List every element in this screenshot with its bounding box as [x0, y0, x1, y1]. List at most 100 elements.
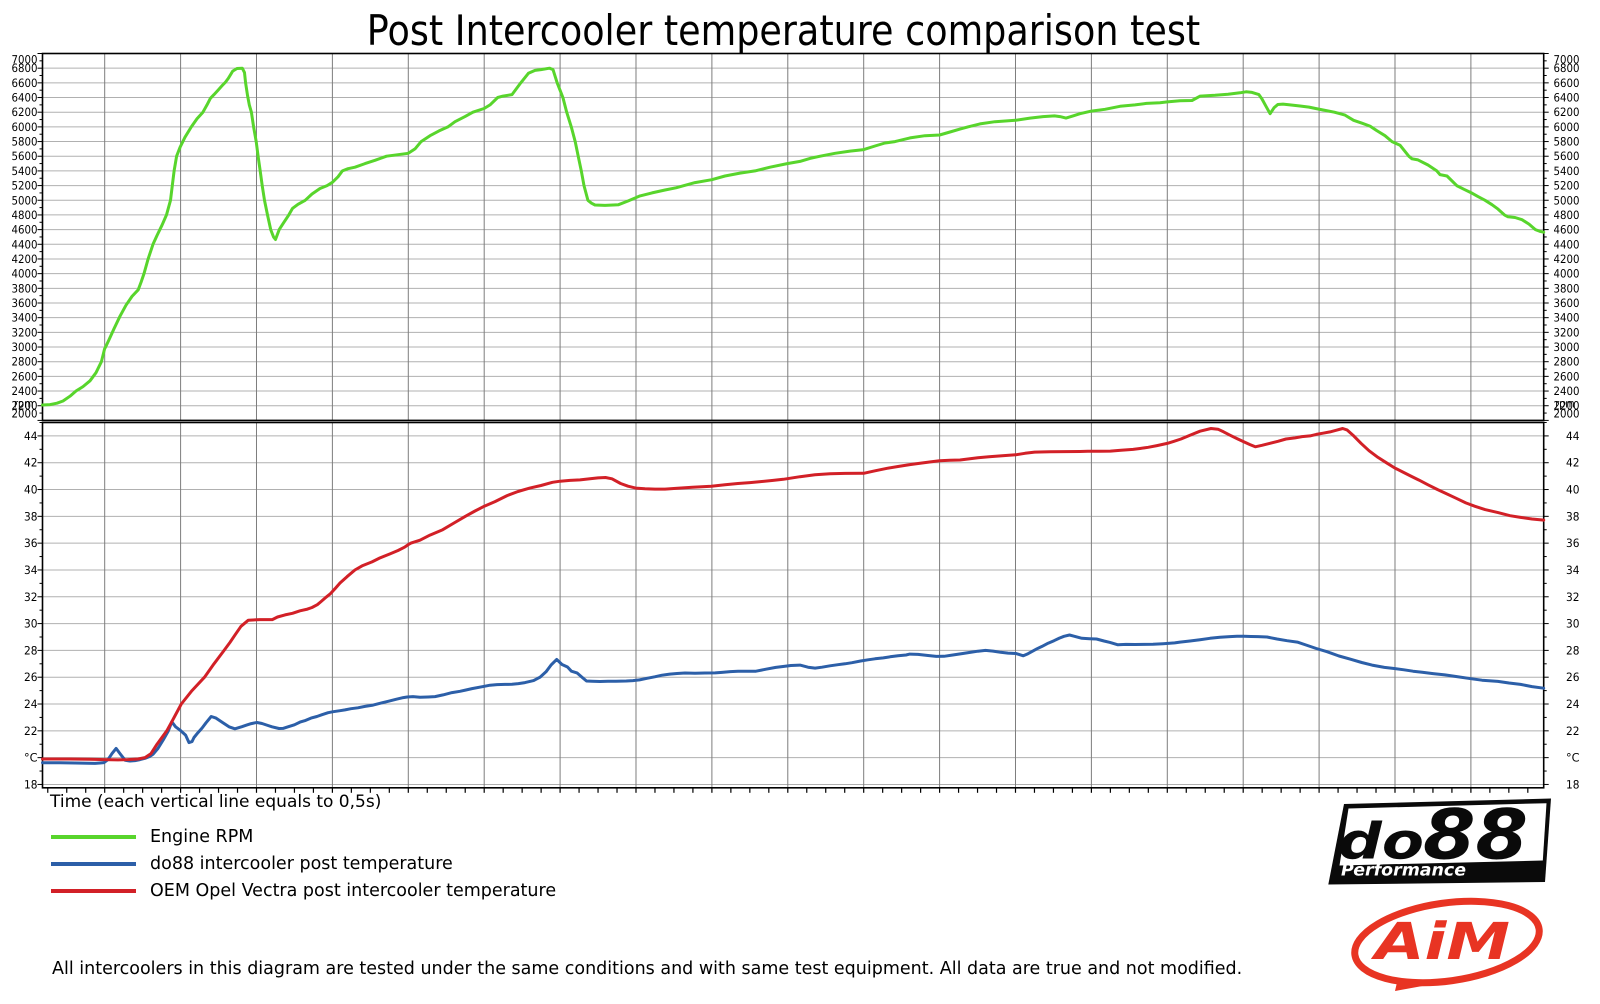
rpm-unit-label-left: rpm: [14, 397, 34, 411]
rpm-tick-label-right: 6200: [1554, 105, 1580, 119]
temp-tick-label-right: 30: [1566, 617, 1580, 631]
aim-logo-tail: [1395, 978, 1428, 991]
temp-tick-label-left: 28: [24, 643, 38, 657]
footer-note: All intercoolers in this diagram are tes…: [52, 959, 1243, 979]
chart-title: Post Intercooler temperature comparison …: [366, 6, 1201, 55]
rpm-tick-label-right: 4200: [1554, 252, 1580, 266]
rpm-tick-label-right: 6400: [1554, 91, 1580, 105]
rpm-tick-label-left: 6200: [12, 105, 38, 119]
rpm-tick-label-right: 5200: [1554, 179, 1580, 193]
temp-tick-label-right: 42: [1566, 456, 1580, 470]
temp-tick-label-left: 32: [24, 590, 38, 604]
temp-panel-border: [41, 421, 1545, 789]
temp-tick-label-right: 18: [1566, 777, 1580, 791]
rpm-tick-label-right: 6000: [1554, 120, 1580, 134]
rpm-tick-label-right: 4600: [1554, 223, 1580, 237]
engine-rpm-line: [41, 66, 1546, 407]
rpm-tick-label-right: 4800: [1554, 208, 1580, 222]
rpm-tick-label-right: 5000: [1554, 193, 1580, 207]
x-axis-label: Time (each vertical line equals to 0,5s): [50, 792, 382, 812]
rpm-tick-label-right: 2200: [1554, 399, 1580, 413]
rpm-tick-label-right: 3600: [1554, 296, 1580, 310]
rpm-tick-label-left: 3000: [12, 340, 38, 354]
temp-tick-label-left: °C: [24, 751, 38, 765]
rpm-tick-label-right: 6800: [1554, 61, 1580, 75]
do88-temp-line: [41, 633, 1546, 765]
temp-tick-label-right: 28: [1566, 643, 1580, 657]
rpm-tick-label-left: 5600: [12, 149, 38, 163]
temp-tick-label-left: 34: [24, 563, 38, 577]
temp-tick-label-right: 38: [1566, 509, 1580, 523]
rpm-panel-border: [41, 52, 1545, 422]
rpm-tick-label-left: 2200: [12, 399, 38, 413]
rpm-tick-label-right: 2400: [1554, 384, 1580, 398]
legend-label-rpm: Engine RPM: [150, 827, 254, 847]
rpm-unit-label-right: rpm: [1555, 397, 1575, 411]
rpm-tick-label-left: 6600: [12, 76, 38, 90]
rpm-tick-label-left: 2800: [12, 355, 38, 369]
temp-tick-label-left: 38: [24, 509, 38, 523]
do88-logo-subtext: Performance: [1341, 861, 1466, 881]
rpm-tick-label-right: 3000: [1554, 340, 1580, 354]
legend-swatch-oem: [51, 888, 136, 893]
rpm-tick-label-left: 3200: [12, 325, 38, 339]
temp-tick-label-right: 40: [1566, 483, 1580, 497]
rpm-tick-label-right: 7000: [1554, 53, 1580, 67]
rpm-tick-label-right: 5400: [1554, 164, 1580, 178]
aim-logo-ellipse: [1351, 897, 1543, 987]
rpm-tick-label-left: 2400: [12, 384, 38, 398]
rpm-tick-label-left: 5200: [12, 179, 38, 193]
do88-logo-inner: [1339, 803, 1547, 866]
rpm-tick-label-left: 7000: [12, 53, 38, 67]
legend-swatch-do88: [51, 861, 136, 866]
rpm-tick-label-right: 4400: [1554, 237, 1580, 251]
temp-tick-label-left: 30: [24, 617, 38, 631]
rpm-tick-label-left: 6800: [12, 61, 38, 75]
rpm-tick-label-left: 4600: [12, 223, 38, 237]
rpm-tick-label-right: 5600: [1554, 149, 1580, 163]
temp-tick-label-left: 40: [24, 483, 38, 497]
aim-logo-text: AiM: [1370, 913, 1510, 972]
aim-logo: AiM: [1351, 897, 1543, 991]
temp-tick-label-right: 34: [1566, 563, 1580, 577]
rpm-tick-label-left: 2000: [12, 406, 38, 420]
rpm-tick-label-left: 3400: [12, 311, 38, 325]
rpm-tick-label-right: 3800: [1554, 281, 1580, 295]
rpm-tick-label-right: 3400: [1554, 311, 1580, 325]
temp-tick-label-right: 24: [1566, 697, 1580, 711]
rpm-tick-label-left: 6000: [12, 120, 38, 134]
temp-tick-label-right: 44: [1566, 429, 1580, 443]
do88-logo: do88 Performance: [1328, 796, 1551, 885]
rpm-tick-label-left: 4800: [12, 208, 38, 222]
rpm-tick-label-right: 2800: [1554, 355, 1580, 369]
temp-tick-label-left: 42: [24, 456, 38, 470]
rpm-tick-label-right: 5800: [1554, 135, 1580, 149]
rpm-tick-label-right: 3200: [1554, 325, 1580, 339]
rpm-tick-label-left: 4000: [12, 267, 38, 281]
rpm-tick-label-left: 3800: [12, 281, 38, 295]
legend-label-oem: OEM Opel Vectra post intercooler tempera…: [150, 880, 557, 901]
rpm-tick-label-right: 2600: [1554, 369, 1580, 383]
temp-tick-label-right: 26: [1566, 670, 1580, 684]
temp-tick-label-left: 24: [24, 697, 38, 711]
temp-tick-label-right: 22: [1566, 724, 1580, 738]
temp-tick-label-right: 32: [1566, 590, 1580, 604]
rpm-tick-label-left: 5400: [12, 164, 38, 178]
temp-tick-label-left: 36: [24, 536, 38, 550]
temp-tick-label-left: 26: [24, 670, 38, 684]
rpm-tick-label-left: 5000: [12, 193, 38, 207]
rpm-tick-label-left: 4400: [12, 237, 38, 251]
rpm-tick-label-left: 5800: [12, 135, 38, 149]
oem-temp-line: [41, 427, 1546, 762]
temp-tick-label-right: °C: [1566, 751, 1580, 765]
rpm-tick-label-right: 4000: [1554, 267, 1580, 281]
rpm-tick-label-left: 6400: [12, 91, 38, 105]
legend-swatch-rpm: [51, 835, 136, 839]
do88-logo-text: do88: [1338, 796, 1528, 876]
rpm-tick-label-left: 4200: [12, 252, 38, 266]
rpm-tick-label-right: 2000: [1554, 406, 1580, 420]
rpm-tick-label-right: 6600: [1554, 76, 1580, 90]
temp-tick-label-left: 44: [24, 429, 38, 443]
temp-tick-label-left: 22: [24, 724, 38, 738]
